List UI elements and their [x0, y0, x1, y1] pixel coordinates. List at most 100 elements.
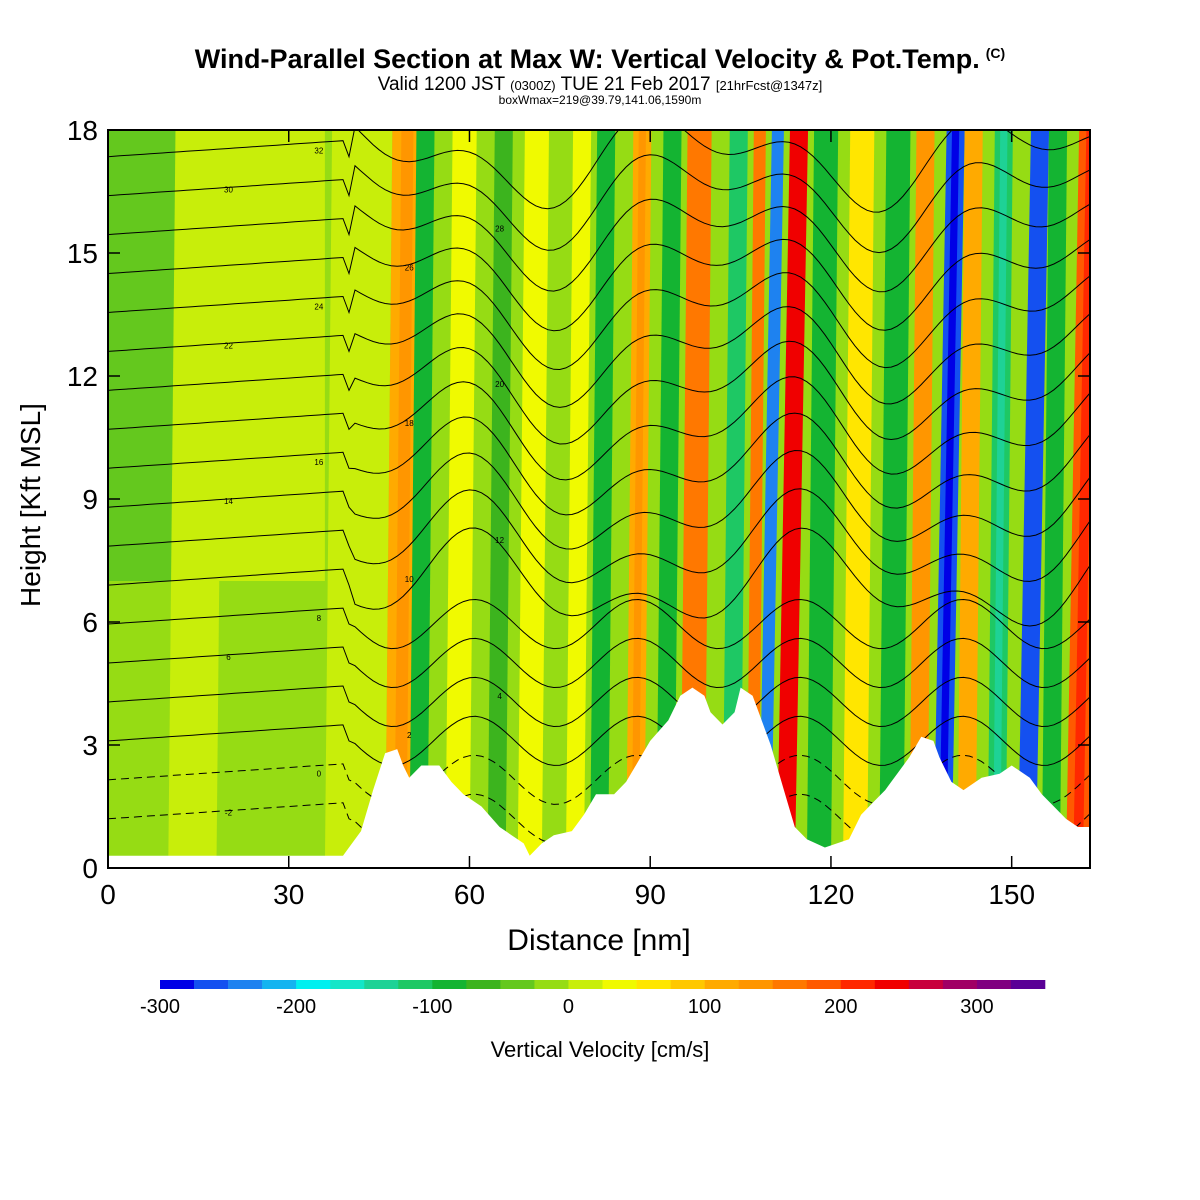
colorbar-swatch: [160, 980, 195, 989]
theta-contour: [108, 715, 1090, 766]
colorbar-swatch: [330, 980, 365, 989]
colorbar-tick-label: 300: [960, 996, 993, 1018]
theta-contour: [108, 598, 1090, 650]
colorbar-swatch: [534, 980, 569, 989]
theta-contour: [108, 637, 1090, 689]
velocity-core: [993, 130, 1008, 868]
velocity-band: [879, 130, 911, 868]
theta-contour: [108, 154, 1090, 254]
x-tick-label: 120: [808, 879, 855, 910]
theta-contour: [108, 340, 1090, 445]
contour-label: 24: [314, 302, 323, 311]
colorbar-swatch: [806, 980, 842, 989]
contour-label: 0: [317, 770, 322, 779]
colorbar-swatch: [636, 980, 671, 989]
colorbar-swatch: [738, 980, 773, 989]
velocity-band: [565, 130, 592, 868]
y-tick-label: 0: [82, 853, 98, 884]
colorbar-swatch: [296, 980, 331, 989]
colorbar-swatch: [364, 980, 399, 989]
colorbar-swatch: [500, 980, 535, 989]
x-tick-label: 90: [635, 879, 666, 910]
colorbar-swatch: [602, 980, 637, 989]
velocity-region: [210, 130, 325, 581]
terrain-mask: [108, 687, 1090, 868]
contour-label: 16: [314, 458, 323, 467]
theta-contour: [108, 527, 1090, 627]
box-wmax-info: boxWmax=219@39.79,141.06,1590m: [498, 93, 702, 107]
x-tick-label: 0: [100, 879, 116, 910]
colorbar-swatch: [466, 980, 501, 989]
theta-contour: [108, 272, 1090, 371]
theta-contour: [108, 376, 1090, 481]
contour-label: 20: [495, 380, 504, 389]
velocity-core: [914, 130, 930, 868]
velocity-core: [962, 130, 978, 868]
theta-contour: [108, 130, 1090, 213]
colorbar-swatch: [704, 980, 739, 989]
colorbar-swatch: [432, 980, 467, 989]
colorbar-swatch: [228, 980, 263, 989]
contour-label: 22: [224, 341, 233, 350]
contour-label: 12: [495, 536, 504, 545]
contour-label: 14: [224, 497, 233, 506]
colorbar-swatch: [568, 980, 603, 989]
colorbar-swatch: [772, 980, 808, 989]
theta-contour: [108, 676, 1090, 728]
y-tick-label: 12: [67, 361, 98, 392]
chart-title-text: Wind-Parallel Section at Max W: Vertical…: [194, 44, 980, 74]
x-tick-label: 150: [988, 879, 1035, 910]
velocity-band: [1041, 130, 1068, 868]
theta-contour: [108, 488, 1090, 584]
velocity-core: [727, 130, 743, 868]
valid-utc: (0300Z): [510, 78, 556, 93]
colorbar-tick-label: -100: [412, 996, 452, 1018]
theta-contour: [108, 198, 1090, 293]
colorbar-swatch: [670, 980, 705, 989]
copyright-mark: (C): [985, 45, 1006, 61]
contour-label: 18: [405, 419, 414, 428]
velocity-band: [324, 130, 393, 868]
contour-label: 6: [226, 653, 231, 662]
velocity-field: [108, 130, 1090, 868]
colorbar-tick-label: 0: [563, 996, 574, 1018]
colorbar-tick-label: -200: [276, 996, 316, 1018]
velocity-core: [782, 130, 803, 868]
y-axis-label: Height [Kft MSL]: [15, 403, 46, 607]
valid-time-line: Valid 1200 JST (0300Z) TUE 21 Feb 2017 […: [0, 74, 1200, 96]
colorbar-tick-label: -300: [140, 996, 180, 1018]
colorbar-swatch: [908, 980, 944, 989]
contour-label: -2: [225, 809, 233, 818]
contour-label: 2: [407, 731, 412, 740]
velocity-core: [762, 130, 781, 868]
velocity-core: [687, 130, 705, 868]
contour-label: 30: [224, 185, 233, 194]
contour-label: 26: [405, 263, 414, 272]
colorbar-swatch: [874, 980, 910, 989]
x-tick-label: 60: [454, 879, 485, 910]
contour-label: 10: [405, 575, 414, 584]
valid-prefix: Valid 1200 JST: [377, 74, 505, 95]
contour-label: 28: [495, 224, 504, 233]
terrain-profile: [108, 687, 1090, 868]
x-axis-label: Distance [nm]: [507, 924, 690, 957]
velocity-band: [656, 130, 682, 868]
colorbar-swatch: [976, 980, 1012, 989]
theta-contour: [108, 449, 1090, 550]
velocity-core: [631, 130, 646, 868]
colorbar-label: Vertical Velocity [cm/s]: [491, 1037, 710, 1062]
colorbar-swatch: [840, 980, 876, 989]
theta-contour: [108, 412, 1090, 516]
velocity-core: [750, 130, 763, 868]
colorbar: -300 -200 -100 0 100 200 300: [140, 980, 1046, 1018]
colorbar-swatch: [398, 980, 433, 989]
velocity-band: [589, 130, 616, 868]
chart-title: Wind-Parallel Section at Max W: Vertical…: [0, 44, 1200, 75]
velocity-band: [409, 130, 435, 868]
forecast-info: [21hrFcst@1347z]: [715, 78, 823, 93]
velocity-band: [806, 130, 839, 868]
y-tick-label: 6: [82, 607, 98, 638]
y-tick-label: 15: [67, 238, 98, 269]
